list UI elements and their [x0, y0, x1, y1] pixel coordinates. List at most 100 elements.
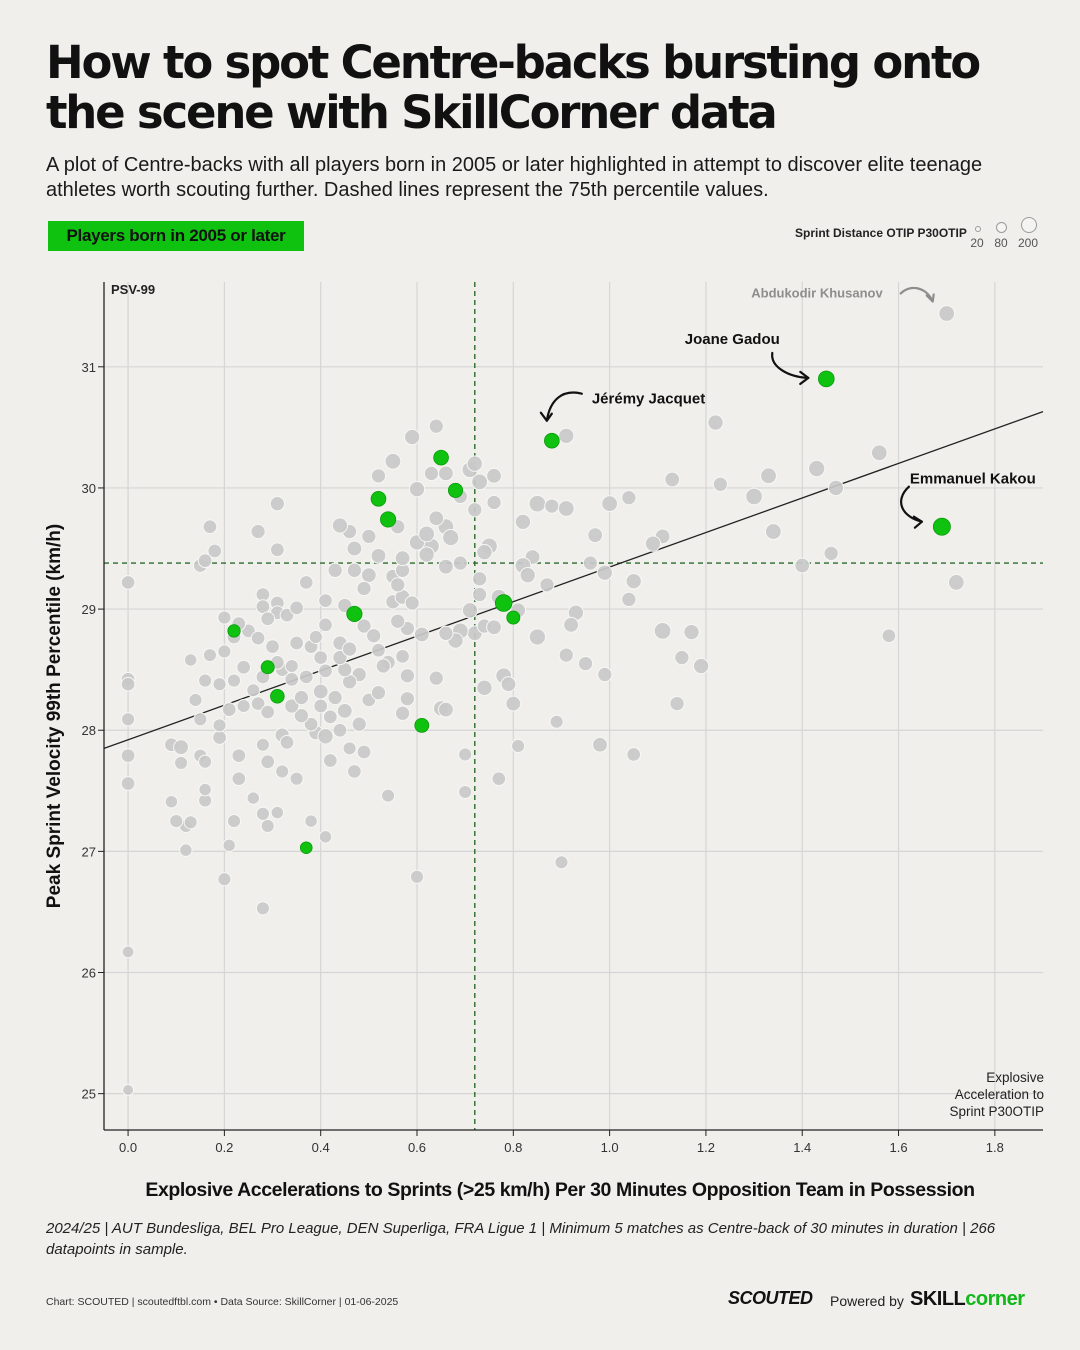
player-point	[408, 481, 426, 498]
player-annotation-label: Jérémy Jacquet	[592, 391, 705, 408]
young-player-point	[447, 482, 464, 498]
player-point	[246, 683, 261, 698]
player-point	[236, 698, 251, 714]
player-point	[265, 639, 280, 654]
player-point	[399, 668, 416, 684]
player-point	[760, 467, 777, 485]
player-point	[198, 782, 212, 797]
annotation-arrow-curve	[899, 286, 934, 303]
young-player-point	[818, 370, 835, 388]
player-point	[587, 527, 604, 544]
player-point	[418, 525, 436, 543]
player-point	[250, 696, 266, 711]
player-point	[644, 535, 662, 552]
player-point	[346, 540, 363, 557]
player-point	[198, 673, 213, 688]
player-point	[226, 673, 242, 688]
player-point	[298, 669, 314, 685]
player-point	[764, 523, 782, 540]
x-tick-label: 1.8	[986, 1140, 1004, 1155]
player-point	[653, 622, 672, 640]
player-point	[413, 626, 430, 643]
player-point	[197, 553, 213, 568]
young-player-point	[380, 511, 397, 528]
chart-annotations: Abdukodir Khusanov Joane Gadou Jérémy Jacq…	[539, 285, 1036, 529]
player-point	[674, 649, 690, 666]
player-point	[428, 418, 444, 434]
x-tick-label: 1.2	[697, 1140, 715, 1155]
player-point	[395, 648, 410, 664]
player-point	[284, 698, 300, 714]
player-point	[313, 650, 329, 665]
player-point	[289, 635, 304, 651]
player-point	[188, 692, 203, 707]
player-point	[390, 577, 406, 593]
player-point	[514, 513, 532, 531]
player-point	[384, 452, 402, 470]
player-point	[250, 523, 266, 540]
player-point	[626, 747, 642, 762]
player-point	[823, 545, 839, 561]
player-point	[183, 815, 198, 830]
y-tick-label: 29	[82, 602, 96, 617]
annotation-arrow	[900, 485, 923, 529]
player-point	[592, 736, 608, 753]
size-legend-value: 80	[994, 236, 1008, 250]
player-point	[486, 494, 502, 511]
x-tick-label: 0.6	[408, 1140, 426, 1155]
player-point	[404, 595, 420, 611]
player-point	[519, 567, 536, 584]
y-corner-label: PSV-99	[111, 282, 155, 297]
player-point	[442, 528, 460, 547]
player-point	[255, 806, 270, 821]
skillcorner-logo: SKILLcorner	[910, 1288, 1025, 1311]
player-point	[221, 702, 237, 717]
player-point	[202, 519, 218, 535]
player-point	[260, 704, 276, 720]
player-point	[322, 709, 338, 725]
player-point	[808, 459, 826, 478]
player-point	[471, 473, 488, 491]
player-point	[621, 490, 637, 506]
player-point	[331, 517, 349, 534]
player-point	[212, 677, 227, 692]
player-point	[491, 771, 507, 787]
page-subtitle: A plot of Centre-backs with all players …	[46, 154, 983, 201]
annotation-arrow-head	[925, 293, 935, 303]
highlight-legend-badge: Players born in 2005 or later	[48, 221, 304, 251]
player-point	[370, 685, 387, 701]
player-point	[260, 611, 276, 627]
player-point	[366, 628, 382, 644]
x-tick-label: 0.4	[312, 1140, 330, 1155]
player-point	[596, 564, 613, 581]
player-point	[332, 649, 348, 666]
player-point	[458, 747, 473, 762]
player-point	[318, 617, 333, 633]
player-point	[260, 818, 275, 833]
player-point	[284, 658, 299, 674]
size-legend-circle-small	[975, 226, 981, 232]
player-point	[528, 628, 547, 646]
player-point	[217, 610, 232, 625]
player-point	[870, 444, 888, 462]
annotation-arrow	[771, 351, 810, 386]
player-point	[236, 659, 251, 675]
young-player-point	[227, 624, 241, 638]
player-point	[707, 414, 724, 431]
annotation-arrow-curve	[771, 351, 810, 380]
size-legend-value: 200	[1017, 236, 1039, 250]
player-point	[528, 494, 547, 513]
player-point	[437, 465, 454, 482]
player-point	[360, 567, 377, 584]
player-point	[183, 653, 198, 667]
x-corner-label-line: Acceleration to	[955, 1087, 1044, 1102]
chart-grid	[104, 282, 1043, 1130]
player-point	[511, 738, 526, 754]
y-tick-label: 25	[82, 1087, 96, 1102]
player-point	[293, 708, 310, 724]
player-point	[409, 869, 425, 884]
player-point	[121, 945, 135, 959]
size-legend-circle-large	[1021, 217, 1037, 233]
player-point	[356, 580, 372, 597]
player-point	[356, 618, 372, 634]
